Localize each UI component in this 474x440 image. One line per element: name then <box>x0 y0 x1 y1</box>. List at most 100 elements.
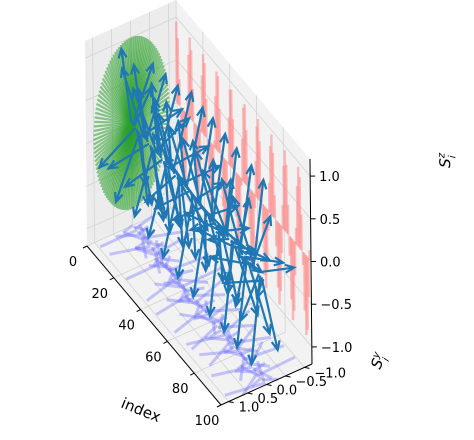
spin-arrow-head <box>145 61 155 74</box>
xy-projection-mark <box>153 257 173 273</box>
spin-arrows-series <box>97 46 297 367</box>
spin-arrow-head <box>162 99 173 112</box>
spin-arrow-head <box>245 162 256 176</box>
spin-arrow <box>202 170 230 238</box>
xy-projection-mark <box>180 283 191 304</box>
xy-projection-mark <box>123 231 146 242</box>
spin-arrow-head <box>232 296 243 309</box>
z-tick-label: 0.5 <box>320 213 341 228</box>
spin-arrow-head <box>179 116 192 128</box>
spin-arrow <box>132 64 146 140</box>
xy-projection-mark <box>179 312 212 321</box>
spin-arrow <box>120 48 133 124</box>
spin-arrow <box>121 67 145 138</box>
spin-arrow-head <box>131 86 141 99</box>
grid-line-y-floor <box>151 216 286 377</box>
x-tick-label: 60 <box>145 350 162 365</box>
xy-projection-mark <box>164 255 172 266</box>
spin-arrow <box>153 99 163 159</box>
tick-labels: 020406080100−1.0−0.50.00.51.0−1.0−0.50.0… <box>69 170 353 429</box>
xz-projection-mark <box>200 75 204 133</box>
spin-arrow-head <box>167 124 177 137</box>
spin-arrow <box>177 175 212 218</box>
xy-projection-mark <box>223 345 236 355</box>
spin-arrow <box>197 228 238 250</box>
spin-arrow <box>181 138 203 206</box>
spin-arrow <box>235 259 248 348</box>
xy-projection-mark <box>158 259 177 278</box>
xz-projection-mark <box>188 37 192 119</box>
y-tick-label: 0.0 <box>277 384 298 399</box>
xy-projection-mark <box>191 293 226 297</box>
spin-arrow-head <box>187 222 201 233</box>
xy-projection-mark <box>134 215 154 230</box>
z-tick-label: 1.0 <box>319 170 340 185</box>
spin-arrow <box>162 180 181 258</box>
xz-projection-mark <box>203 62 207 136</box>
z-axis-label: Szi <box>436 152 459 168</box>
xz-projection-mark <box>222 158 226 236</box>
spin-arrow-head <box>254 287 265 301</box>
y-tick-label: −1.0 <box>314 366 346 381</box>
spin-arrow-head <box>195 228 208 238</box>
xy-projection-mark <box>167 267 183 287</box>
xz-projection-mark <box>276 221 280 288</box>
spin-arrow-head <box>219 176 229 190</box>
xy-projection-mark <box>160 257 180 263</box>
xy-projection-mark <box>196 312 217 326</box>
spin-arrow-head <box>184 89 195 103</box>
xz-projection-mark <box>295 186 299 246</box>
xy-projection-mark <box>235 324 257 351</box>
yz-projection-mark <box>93 122 133 146</box>
spin-arrow <box>198 118 214 205</box>
x-tick <box>189 372 195 376</box>
xy-projection-mark <box>154 239 164 261</box>
xy-projection-mark <box>138 225 150 235</box>
xz-projection-mark <box>298 177 302 249</box>
spin-arrow-head <box>151 131 162 145</box>
xy-projection-mark <box>116 233 141 238</box>
spin-arrow <box>238 165 253 252</box>
xy-projection-mark <box>194 299 211 316</box>
spin-arrow-head <box>193 149 203 162</box>
xy-projection-mark <box>166 272 175 284</box>
spin-arrow-head <box>219 321 230 335</box>
xz-projection-mark <box>215 71 219 151</box>
spin-arrow <box>154 190 190 210</box>
xy-projection-mark <box>240 364 261 378</box>
spin-arrow <box>184 211 225 234</box>
spin-arrow <box>114 132 141 203</box>
spin-arrow <box>163 162 171 233</box>
xy-projection-mark <box>226 330 235 346</box>
z-tick-label: −1.0 <box>321 341 353 356</box>
spin-arrow-head <box>182 211 195 222</box>
xy-projection-mark <box>138 223 150 246</box>
xy-projection-mark <box>183 295 204 310</box>
axis-line <box>86 245 222 406</box>
spin-arrow-head <box>207 253 221 264</box>
x-tick <box>109 277 115 281</box>
spin-arrow-head <box>147 80 158 94</box>
x-tick <box>216 404 222 408</box>
xz-projection-mark <box>258 141 262 202</box>
spin-arrow-head <box>157 210 167 223</box>
spin-arrow <box>147 164 168 238</box>
spin-arrow-head <box>143 191 156 204</box>
spin-arrow-head <box>174 267 185 281</box>
spin-arrow-head <box>122 177 135 189</box>
xy-projection-mark <box>208 340 232 367</box>
xz-projection-mark <box>282 165 286 230</box>
x-tick-label: 20 <box>92 287 109 302</box>
spin-arrow-head <box>145 227 156 241</box>
xy-projection-mark <box>222 309 251 335</box>
spin-arrow-head <box>152 200 166 210</box>
xz-projection-mark <box>242 107 246 183</box>
xy-projection-mark <box>226 330 240 340</box>
xy-projection-mark <box>109 244 151 256</box>
xy-projection-mark <box>134 247 159 258</box>
grid-line-y-floor <box>170 208 305 368</box>
xy-projection-mark <box>209 329 222 339</box>
spin-arrow <box>176 195 195 278</box>
spin-arrow <box>225 148 238 237</box>
spin-arrow <box>233 245 259 316</box>
